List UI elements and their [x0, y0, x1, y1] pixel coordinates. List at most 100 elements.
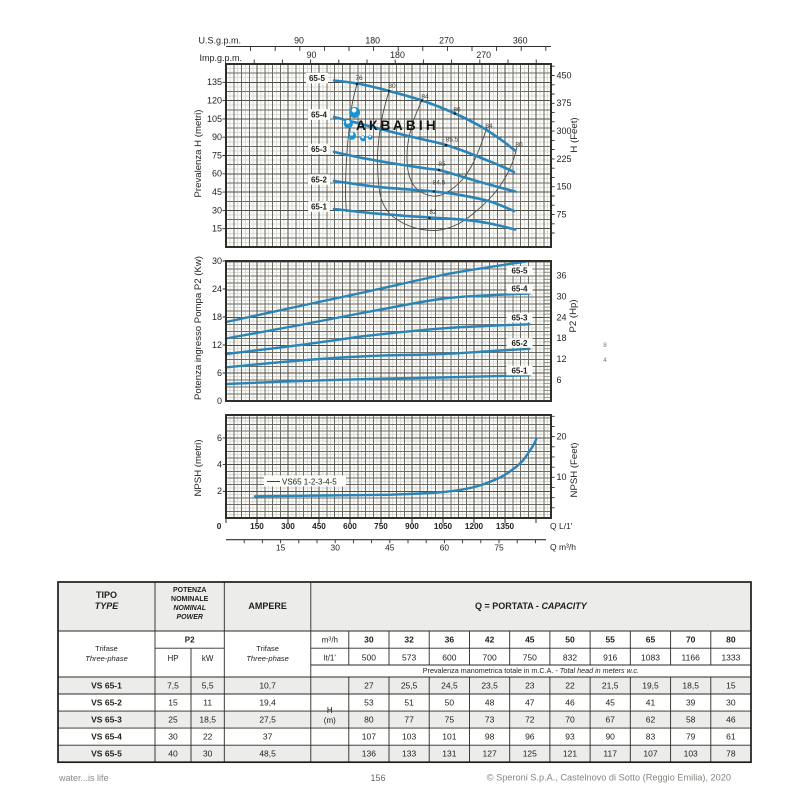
svg-text:10: 10 — [557, 472, 567, 482]
svg-text:65-3: 65-3 — [511, 313, 528, 322]
svg-text:AMPERE: AMPERE — [248, 601, 287, 611]
svg-text:45: 45 — [605, 697, 615, 707]
svg-text:24: 24 — [212, 284, 222, 294]
svg-text:107: 107 — [643, 749, 657, 759]
svg-text:375: 375 — [557, 98, 572, 108]
svg-text:30: 30 — [557, 292, 567, 302]
svg-text:VS 65-4: VS 65-4 — [91, 731, 122, 741]
svg-text:15: 15 — [168, 697, 178, 707]
svg-text:133: 133 — [402, 749, 416, 759]
svg-text:98: 98 — [485, 731, 495, 741]
svg-text:NOMINAL: NOMINAL — [173, 605, 206, 612]
svg-text:150: 150 — [250, 522, 264, 531]
svg-text:lt/1': lt/1' — [324, 654, 337, 663]
svg-text:10,7: 10,7 — [259, 680, 276, 690]
svg-text:90: 90 — [294, 36, 304, 46]
svg-text:24: 24 — [557, 312, 567, 322]
svg-text:86: 86 — [453, 107, 461, 114]
svg-text:45: 45 — [212, 187, 222, 197]
svg-text:(m): (m) — [324, 716, 336, 725]
svg-text:80: 80 — [515, 142, 523, 149]
svg-text:85.5: 85.5 — [446, 137, 459, 144]
svg-text:18: 18 — [557, 333, 567, 343]
svg-text:103: 103 — [684, 749, 698, 759]
svg-text:65-1: 65-1 — [511, 367, 528, 376]
svg-text:P2: P2 — [185, 636, 195, 645]
svg-text:30: 30 — [364, 635, 374, 645]
svg-text:Potenza ingresso Pompa P2 (Kw): Potenza ingresso Pompa P2 (Kw) — [193, 256, 204, 400]
svg-text:80: 80 — [726, 635, 736, 645]
svg-text:65-5: 65-5 — [511, 267, 528, 276]
svg-text:85: 85 — [438, 161, 446, 168]
svg-text:600: 600 — [442, 653, 456, 663]
svg-text:Q L/1': Q L/1' — [550, 521, 573, 531]
svg-text:kW: kW — [202, 654, 214, 663]
svg-text:15: 15 — [212, 224, 222, 234]
svg-text:23,5: 23,5 — [481, 680, 498, 690]
svg-text:NPSH (metri): NPSH (metri) — [193, 439, 204, 496]
svg-text:1350: 1350 — [496, 522, 515, 531]
svg-text:2: 2 — [217, 486, 222, 496]
svg-text:156: 156 — [370, 773, 385, 783]
svg-text:107: 107 — [362, 731, 376, 741]
svg-text:103: 103 — [402, 731, 416, 741]
svg-text:53: 53 — [364, 697, 374, 707]
svg-text:TYPE: TYPE — [95, 601, 120, 611]
svg-text:18: 18 — [212, 312, 222, 322]
svg-text:46: 46 — [726, 714, 736, 724]
svg-text:27: 27 — [364, 680, 374, 690]
svg-text:1166: 1166 — [682, 653, 701, 663]
svg-text:360: 360 — [513, 36, 528, 46]
svg-text:1333: 1333 — [721, 653, 740, 663]
svg-text:m3/h: m3/h — [322, 636, 338, 645]
svg-text:65-4: 65-4 — [511, 285, 528, 294]
svg-text:VS 65-1: VS 65-1 — [91, 680, 122, 690]
svg-text:61: 61 — [726, 731, 736, 741]
svg-text:Q = PORTATA - CAPACITY: Q = PORTATA - CAPACITY — [475, 601, 588, 611]
svg-text:19,4: 19,4 — [259, 697, 276, 707]
svg-text:47: 47 — [525, 697, 535, 707]
svg-text:72: 72 — [525, 714, 535, 724]
svg-text:65-5: 65-5 — [309, 74, 326, 83]
svg-text:42: 42 — [485, 635, 495, 645]
svg-text:180: 180 — [365, 36, 380, 46]
svg-text:Imp.g.p.m.: Imp.g.p.m. — [199, 53, 242, 63]
svg-text:90: 90 — [212, 132, 222, 142]
svg-text:12: 12 — [557, 354, 567, 364]
svg-text:180: 180 — [390, 50, 405, 60]
svg-text:101: 101 — [442, 731, 456, 741]
svg-text:27,5: 27,5 — [259, 714, 276, 724]
svg-text:NOMINALE: NOMINALE — [171, 596, 209, 603]
svg-text:45: 45 — [525, 635, 535, 645]
svg-text:P2 (Hp): P2 (Hp) — [568, 299, 579, 332]
svg-text:TIPO: TIPO — [96, 590, 117, 600]
svg-text:HP: HP — [167, 654, 178, 663]
svg-text:21,5: 21,5 — [602, 680, 619, 690]
svg-text:225: 225 — [557, 154, 572, 164]
svg-text:832: 832 — [563, 653, 577, 663]
svg-text:22: 22 — [565, 680, 575, 690]
svg-text:H (Feet): H (Feet) — [569, 117, 580, 152]
svg-text:73: 73 — [485, 714, 495, 724]
svg-text:67: 67 — [605, 714, 615, 724]
svg-text:55: 55 — [605, 635, 615, 645]
svg-text:40: 40 — [168, 749, 178, 759]
svg-text:135: 135 — [207, 77, 222, 87]
svg-text:50: 50 — [445, 697, 455, 707]
svg-text:125: 125 — [523, 749, 537, 759]
svg-text:Three-phase: Three-phase — [246, 654, 289, 663]
svg-text:30: 30 — [168, 731, 178, 741]
svg-text:82: 82 — [429, 209, 437, 216]
svg-text:25: 25 — [168, 714, 178, 724]
svg-text:32: 32 — [404, 635, 414, 645]
svg-text:Trifase: Trifase — [256, 644, 279, 653]
svg-text:U.S.g.p.m.: U.S.g.p.m. — [198, 36, 241, 46]
svg-text:1083: 1083 — [641, 653, 660, 663]
svg-text:121: 121 — [563, 749, 577, 759]
svg-text:60: 60 — [440, 543, 450, 553]
svg-text:4: 4 — [603, 357, 607, 364]
svg-text:VS65 1-2-3-4-5: VS65 1-2-3-4-5 — [282, 478, 337, 487]
svg-text:36: 36 — [557, 271, 567, 281]
svg-text:30: 30 — [203, 749, 213, 759]
svg-text:70: 70 — [565, 714, 575, 724]
